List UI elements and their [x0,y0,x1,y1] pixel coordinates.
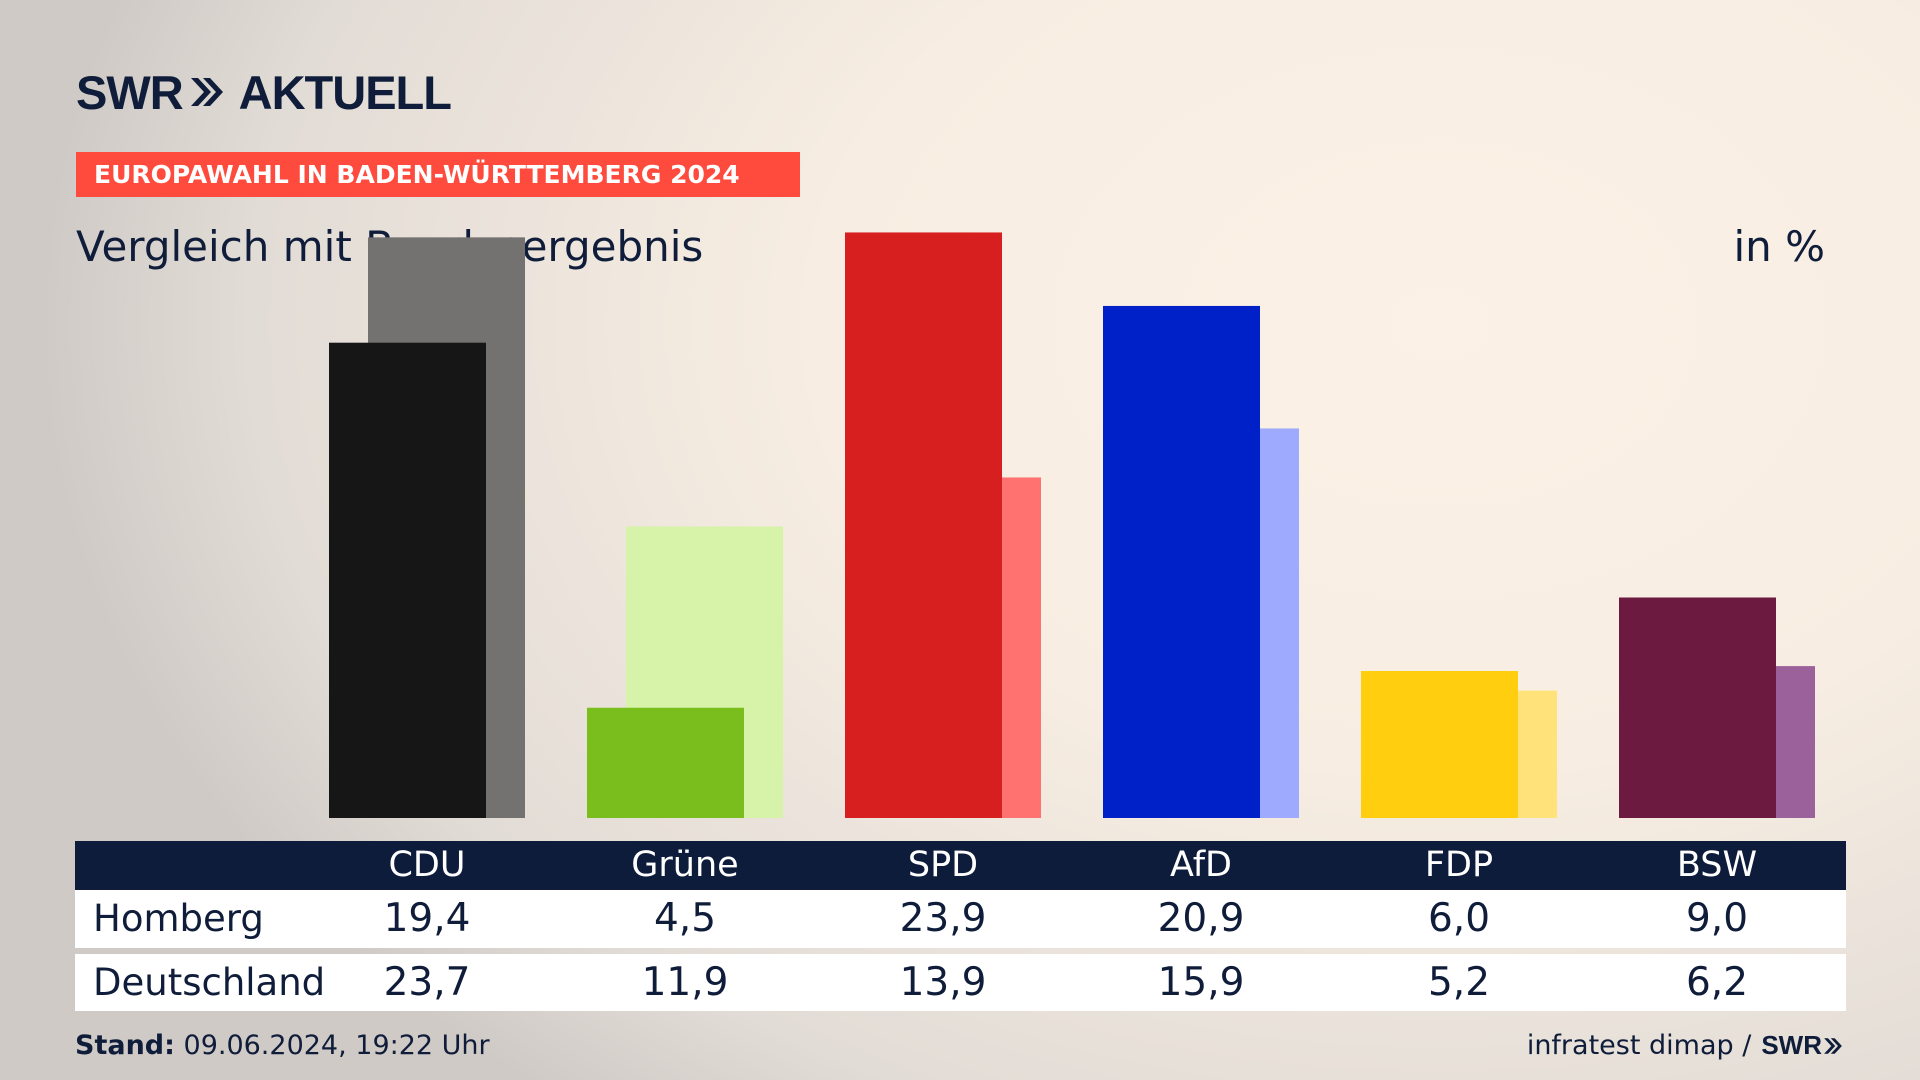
value-label: 13,9 [899,960,987,1005]
unit-label: in % [1733,222,1825,271]
column-header: CDU [388,845,466,885]
bar-homberg-bsw [1619,597,1776,818]
swr-aktuell-logo: SWR AKTUELL [76,65,452,119]
table-row: Deutschland 23,7 11,9 13,9 15,9 5,2 6,2 [75,954,1846,1011]
stand-value: 09.06.2024, 19:22 Uhr [183,1030,490,1061]
source: infratest dimap / SWR [1527,1030,1844,1061]
value-label: 6,2 [1685,960,1749,1005]
value-label: 19,4 [383,896,471,941]
bar-homberg-cdu [329,342,486,818]
bar-homberg-afd [1103,305,1260,818]
bar-homberg-grne [587,707,744,818]
topic-banner: EUROPAWAHL IN BADEN-WÜRTTEMBERG 2024 [76,152,800,197]
column-header: SPD [907,845,979,885]
value-label: 23,9 [899,896,987,941]
timestamp: Stand: 09.06.2024, 19:22 Uhr [75,1030,490,1061]
value-label: 23,7 [383,960,471,1005]
table-row: Homberg 19,4 4,5 23,9 20,9 6,0 9,0 [75,890,1846,948]
value-label: 20,9 [1157,896,1245,941]
value-label: 4,5 [653,896,717,941]
source-brand: SWR [1761,1030,1822,1060]
column-header: AfD [1170,845,1232,885]
column-header: BSW [1676,845,1758,885]
row-label-deutschland: Deutschland [93,961,326,1004]
logo-product: AKTUELL [238,65,452,119]
value-label: 15,9 [1157,960,1245,1005]
column-header: Grüne [631,845,739,885]
value-label: 9,0 [1685,896,1749,941]
row-label-homberg: Homberg [93,897,264,940]
bar-homberg-spd [845,232,1002,818]
table-header: CDU Grüne SPD AfD FDP BSW [75,841,1846,890]
value-label: 6,0 [1427,896,1491,941]
double-chevron-icon [190,78,223,106]
column-header: FDP [1424,845,1494,885]
logo-brand: SWR [76,65,184,119]
value-label: 5,2 [1427,960,1491,1005]
results-table: CDU Grüne SPD AfD FDP BSW Homberg 19,4 4,5 23,9… [75,841,1846,1011]
bar-homberg-fdp [1361,671,1518,818]
double-chevron-icon [1824,1037,1842,1054]
source-text: infratest dimap / [1526,1030,1752,1061]
stand-label: Stand: [75,1030,175,1061]
value-label: 11,9 [641,960,729,1005]
bar-chart [329,232,1815,819]
